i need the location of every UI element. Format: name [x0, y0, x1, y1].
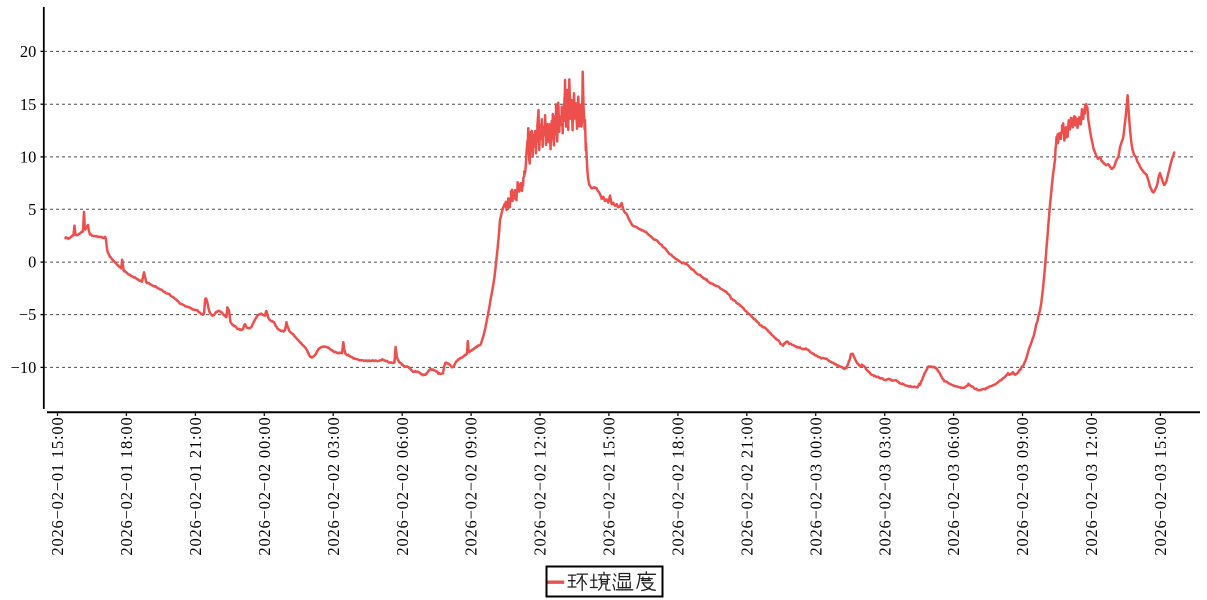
svg-text:2026−02−03 09:00: 2026−02−03 09:00 — [1013, 417, 1032, 556]
svg-text:2026−02−01 18:00: 2026−02−01 18:00 — [117, 417, 136, 556]
svg-text:2026−02−03 06:00: 2026−02−03 06:00 — [944, 417, 963, 556]
svg-text:5: 5 — [28, 200, 36, 219]
svg-text:2026−02−02 12:00: 2026−02−02 12:00 — [531, 417, 550, 556]
svg-text:2026−02−02 15:00: 2026−02−02 15:00 — [600, 417, 619, 556]
svg-text:2026−02−02 03:00: 2026−02−02 03:00 — [324, 417, 343, 556]
svg-text:20: 20 — [20, 42, 36, 61]
svg-text:15: 15 — [20, 95, 36, 114]
svg-text:10: 10 — [20, 148, 36, 167]
svg-text:0: 0 — [28, 253, 36, 272]
svg-text:2026−02−02 09:00: 2026−02−02 09:00 — [462, 417, 481, 556]
svg-text:2026−02−03 03:00: 2026−02−03 03:00 — [875, 417, 894, 556]
svg-text:2026−02−03 15:00: 2026−02−03 15:00 — [1151, 417, 1170, 556]
svg-text:2026−02−03 00:00: 2026−02−03 00:00 — [806, 417, 825, 556]
svg-text:2026−02−02 21:00: 2026−02−02 21:00 — [737, 417, 756, 556]
svg-text:2026−02−03 12:00: 2026−02−03 12:00 — [1082, 417, 1101, 556]
svg-text:−5: −5 — [19, 305, 36, 324]
svg-text:2026−02−01 15:00: 2026−02−01 15:00 — [48, 417, 67, 556]
svg-text:2026−02−02 06:00: 2026−02−02 06:00 — [393, 417, 412, 556]
svg-text:2026−02−02 00:00: 2026−02−02 00:00 — [255, 417, 274, 556]
svg-text:2026−02−01 21:00: 2026−02−01 21:00 — [186, 417, 205, 556]
svg-text:2026−02−02 18:00: 2026−02−02 18:00 — [669, 417, 688, 556]
svg-text:−10: −10 — [11, 358, 37, 377]
